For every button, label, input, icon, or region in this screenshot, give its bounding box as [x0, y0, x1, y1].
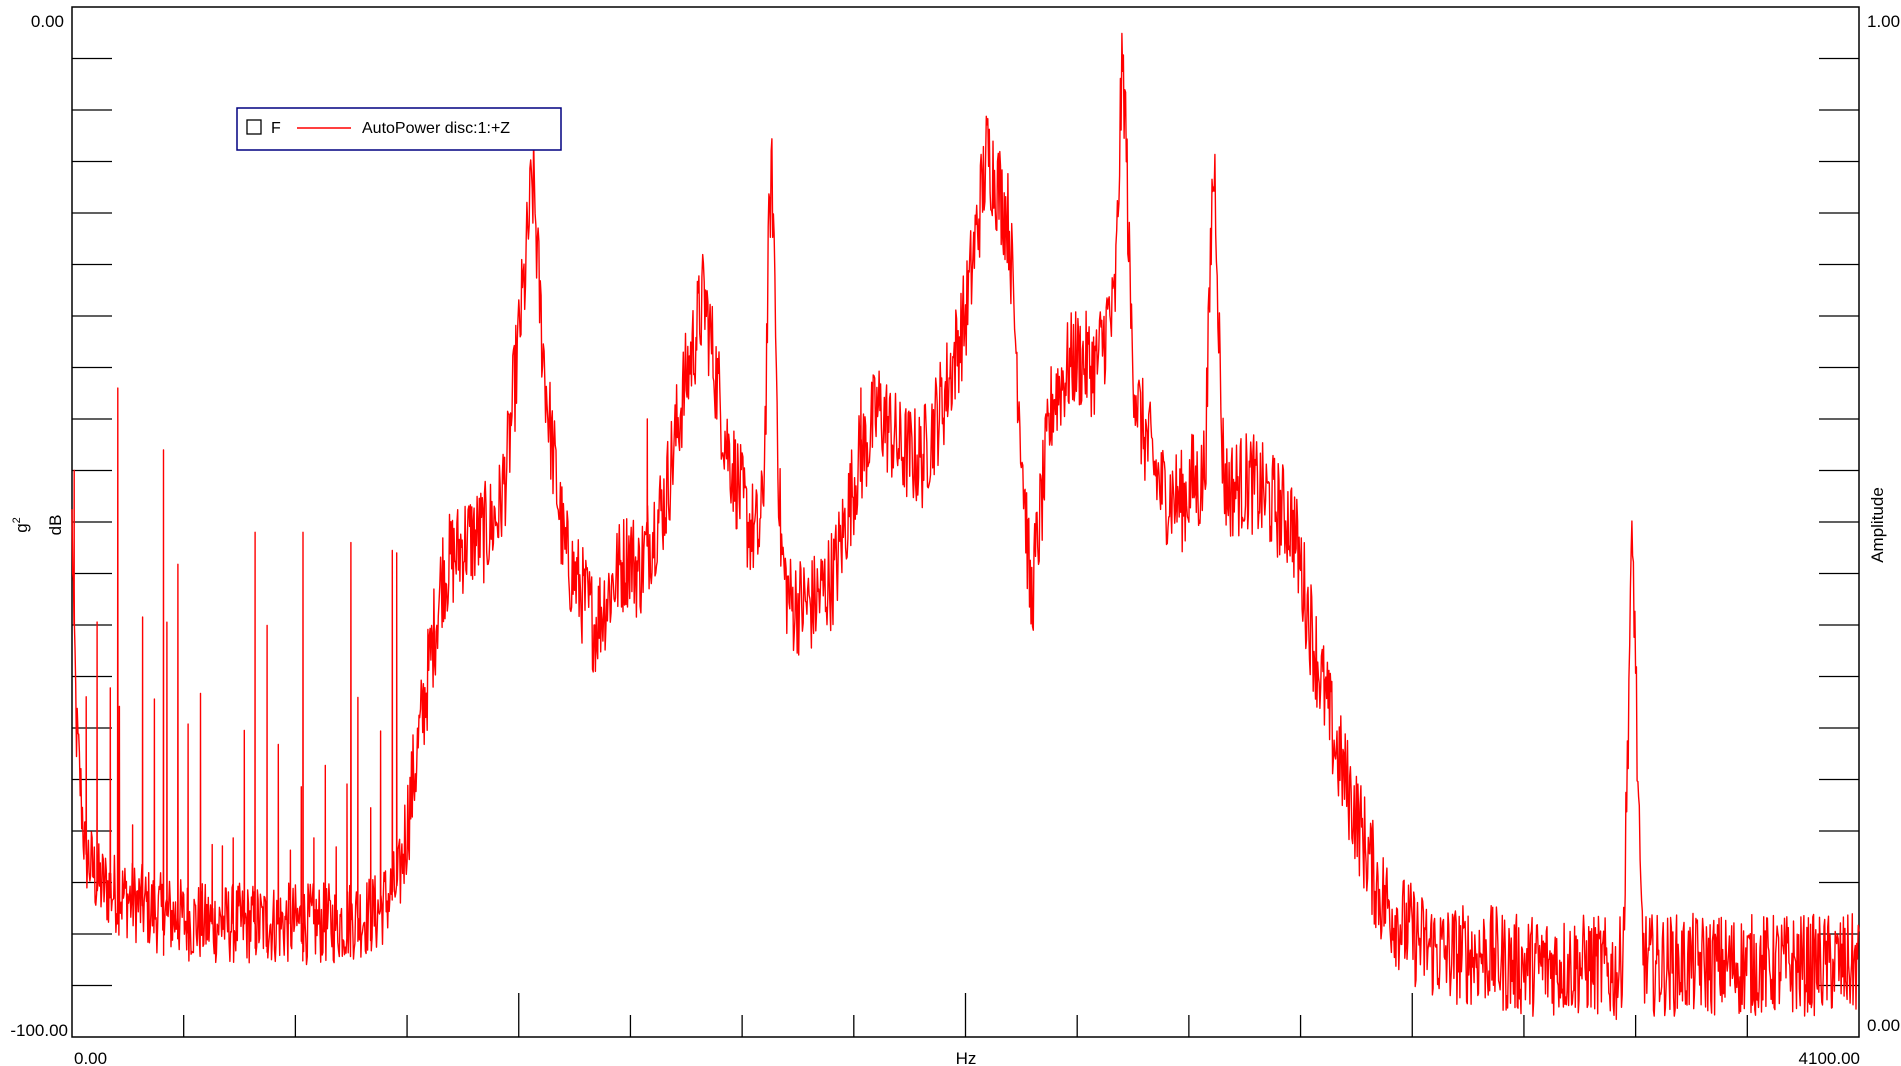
plot-frame — [71, 6, 1860, 1038]
x-axis-label: Hz — [956, 1049, 977, 1066]
legend: F AutoPower disc:1:+Z — [236, 107, 562, 151]
y-right-axis-label: Amplitude — [1868, 487, 1887, 563]
x-ticks — [183, 993, 1748, 1037]
y-left-unit-sup: 2 — [11, 517, 23, 523]
y-left-top-tick-label: 0.00 — [31, 12, 64, 31]
y-left-unit: g — [12, 523, 31, 532]
y-left-ticks — [72, 57, 112, 987]
legend-checkbox-icon[interactable] — [246, 119, 262, 135]
x-left-tick-label: 0.00 — [74, 1049, 107, 1066]
y-right-bottom-tick-label: 0.00 — [1867, 1016, 1900, 1035]
x-right-tick-label: 4100.00 — [1799, 1049, 1860, 1066]
y-left-scale-label: dB — [46, 515, 65, 536]
legend-box — [236, 107, 562, 151]
y-right-ticks — [1819, 57, 1859, 987]
y-left-axis-label: g2 — [11, 517, 31, 533]
svg-text:g2: g2 — [11, 517, 31, 533]
y-left-bottom-tick-label: -100.00 — [10, 1021, 68, 1040]
legend-marker-label: F — [271, 120, 281, 137]
y-right-top-tick-label: 1.00 — [1867, 12, 1900, 31]
series-line-autopower — [71, 32, 1860, 1021]
legend-entry-label: AutoPower disc:1:+Z — [362, 120, 510, 137]
